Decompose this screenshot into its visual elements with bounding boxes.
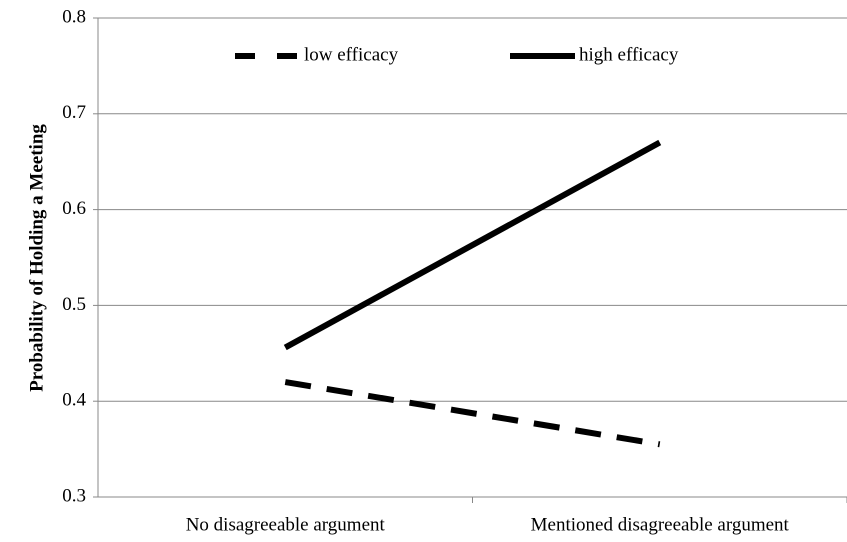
- legend-label: low efficacy: [304, 44, 399, 65]
- line-series: [284, 379, 661, 448]
- y-tick-label: 0.7: [62, 102, 86, 123]
- x-tick-label: Mentioned disagreeable argument: [531, 514, 790, 535]
- legend-label: high efficacy: [579, 44, 679, 65]
- y-tick-label: 0.6: [62, 198, 86, 219]
- x-tick-label: No disagreeable argument: [186, 514, 386, 535]
- y-axis-label: Probability of Holding a Meeting: [26, 124, 47, 392]
- y-tick-label: 0.4: [62, 390, 86, 411]
- y-tick-label: 0.3: [62, 485, 86, 506]
- line-series: [283, 139, 662, 351]
- y-tick-label: 0.5: [62, 294, 86, 315]
- y-tick-label: 0.8: [62, 6, 86, 27]
